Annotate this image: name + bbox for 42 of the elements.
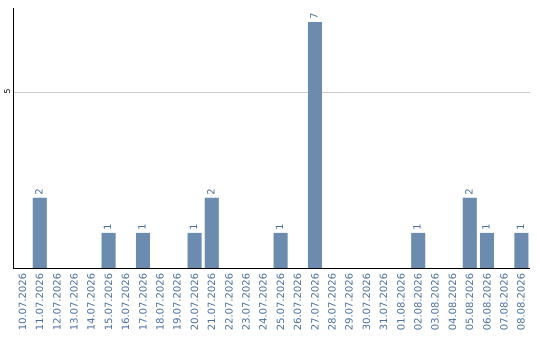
x-tick-label: 10.07.2026 — [18, 273, 29, 330]
x-tick-label: 12.07.2026 — [52, 273, 64, 330]
x-tick-label: 31.07.2026 — [379, 273, 390, 330]
x-tick-label: 03.08.2026 — [430, 273, 442, 330]
x-tick-label: 30.07.2026 — [362, 273, 373, 330]
x-tick-label: 22.07.2026 — [224, 273, 236, 330]
x-tick-label: 28.07.2026 — [327, 273, 338, 330]
x-tick-label: 14.07.2026 — [86, 273, 98, 330]
x-tick-label: 29.07.2026 — [344, 273, 356, 330]
x-tick-label: 17.07.2026 — [138, 273, 150, 330]
data-label: 2 — [206, 188, 218, 195]
x-tick-label: 24.07.2026 — [258, 273, 270, 330]
x-tick-label: 11.07.2026 — [35, 273, 46, 330]
x-tick-label: 27.07.2026 — [310, 273, 322, 330]
data-label: 1 — [516, 223, 527, 230]
x-tick-label: 19.07.2026 — [172, 273, 184, 330]
data-label: 1 — [482, 223, 492, 230]
y-tick-label: 5 — [2, 88, 12, 94]
x-tick-label: 08.08.2026 — [516, 273, 528, 330]
data-label: 7 — [310, 12, 320, 20]
x-tick-label: 25.07.2026 — [276, 273, 287, 330]
x-tick-label: 26.07.2026 — [293, 273, 304, 330]
x-tick-label: 07.08.2026 — [499, 273, 510, 330]
x-tick-label: 01.08.2026 — [396, 273, 408, 330]
data-label: 2 — [34, 188, 46, 195]
data-label: 1 — [103, 223, 114, 230]
data-label: 1 — [275, 223, 286, 230]
x-tick-label: 05.08.2026 — [465, 273, 476, 330]
x-tick-label: 16.07.2026 — [121, 273, 132, 330]
x-tick-label: 21.07.2026 — [207, 273, 218, 330]
x-tick-label: 20.07.2026 — [190, 273, 201, 330]
data-label: 2 — [464, 188, 476, 195]
data-label: 1 — [138, 223, 148, 230]
data-label: 1 — [412, 223, 424, 230]
x-tick-label: 04.08.2026 — [448, 273, 459, 330]
x-tick-label: 15.07.2026 — [104, 273, 115, 330]
x-tick-label: 06.08.2026 — [482, 273, 494, 330]
data-label: 1 — [189, 223, 200, 230]
x-tick-label: 18.07.2026 — [155, 273, 166, 330]
x-tick-label: 02.08.2026 — [413, 273, 424, 330]
x-tick-label: 13.07.2026 — [69, 273, 80, 330]
x-tick-label: 23.07.2026 — [241, 273, 252, 330]
